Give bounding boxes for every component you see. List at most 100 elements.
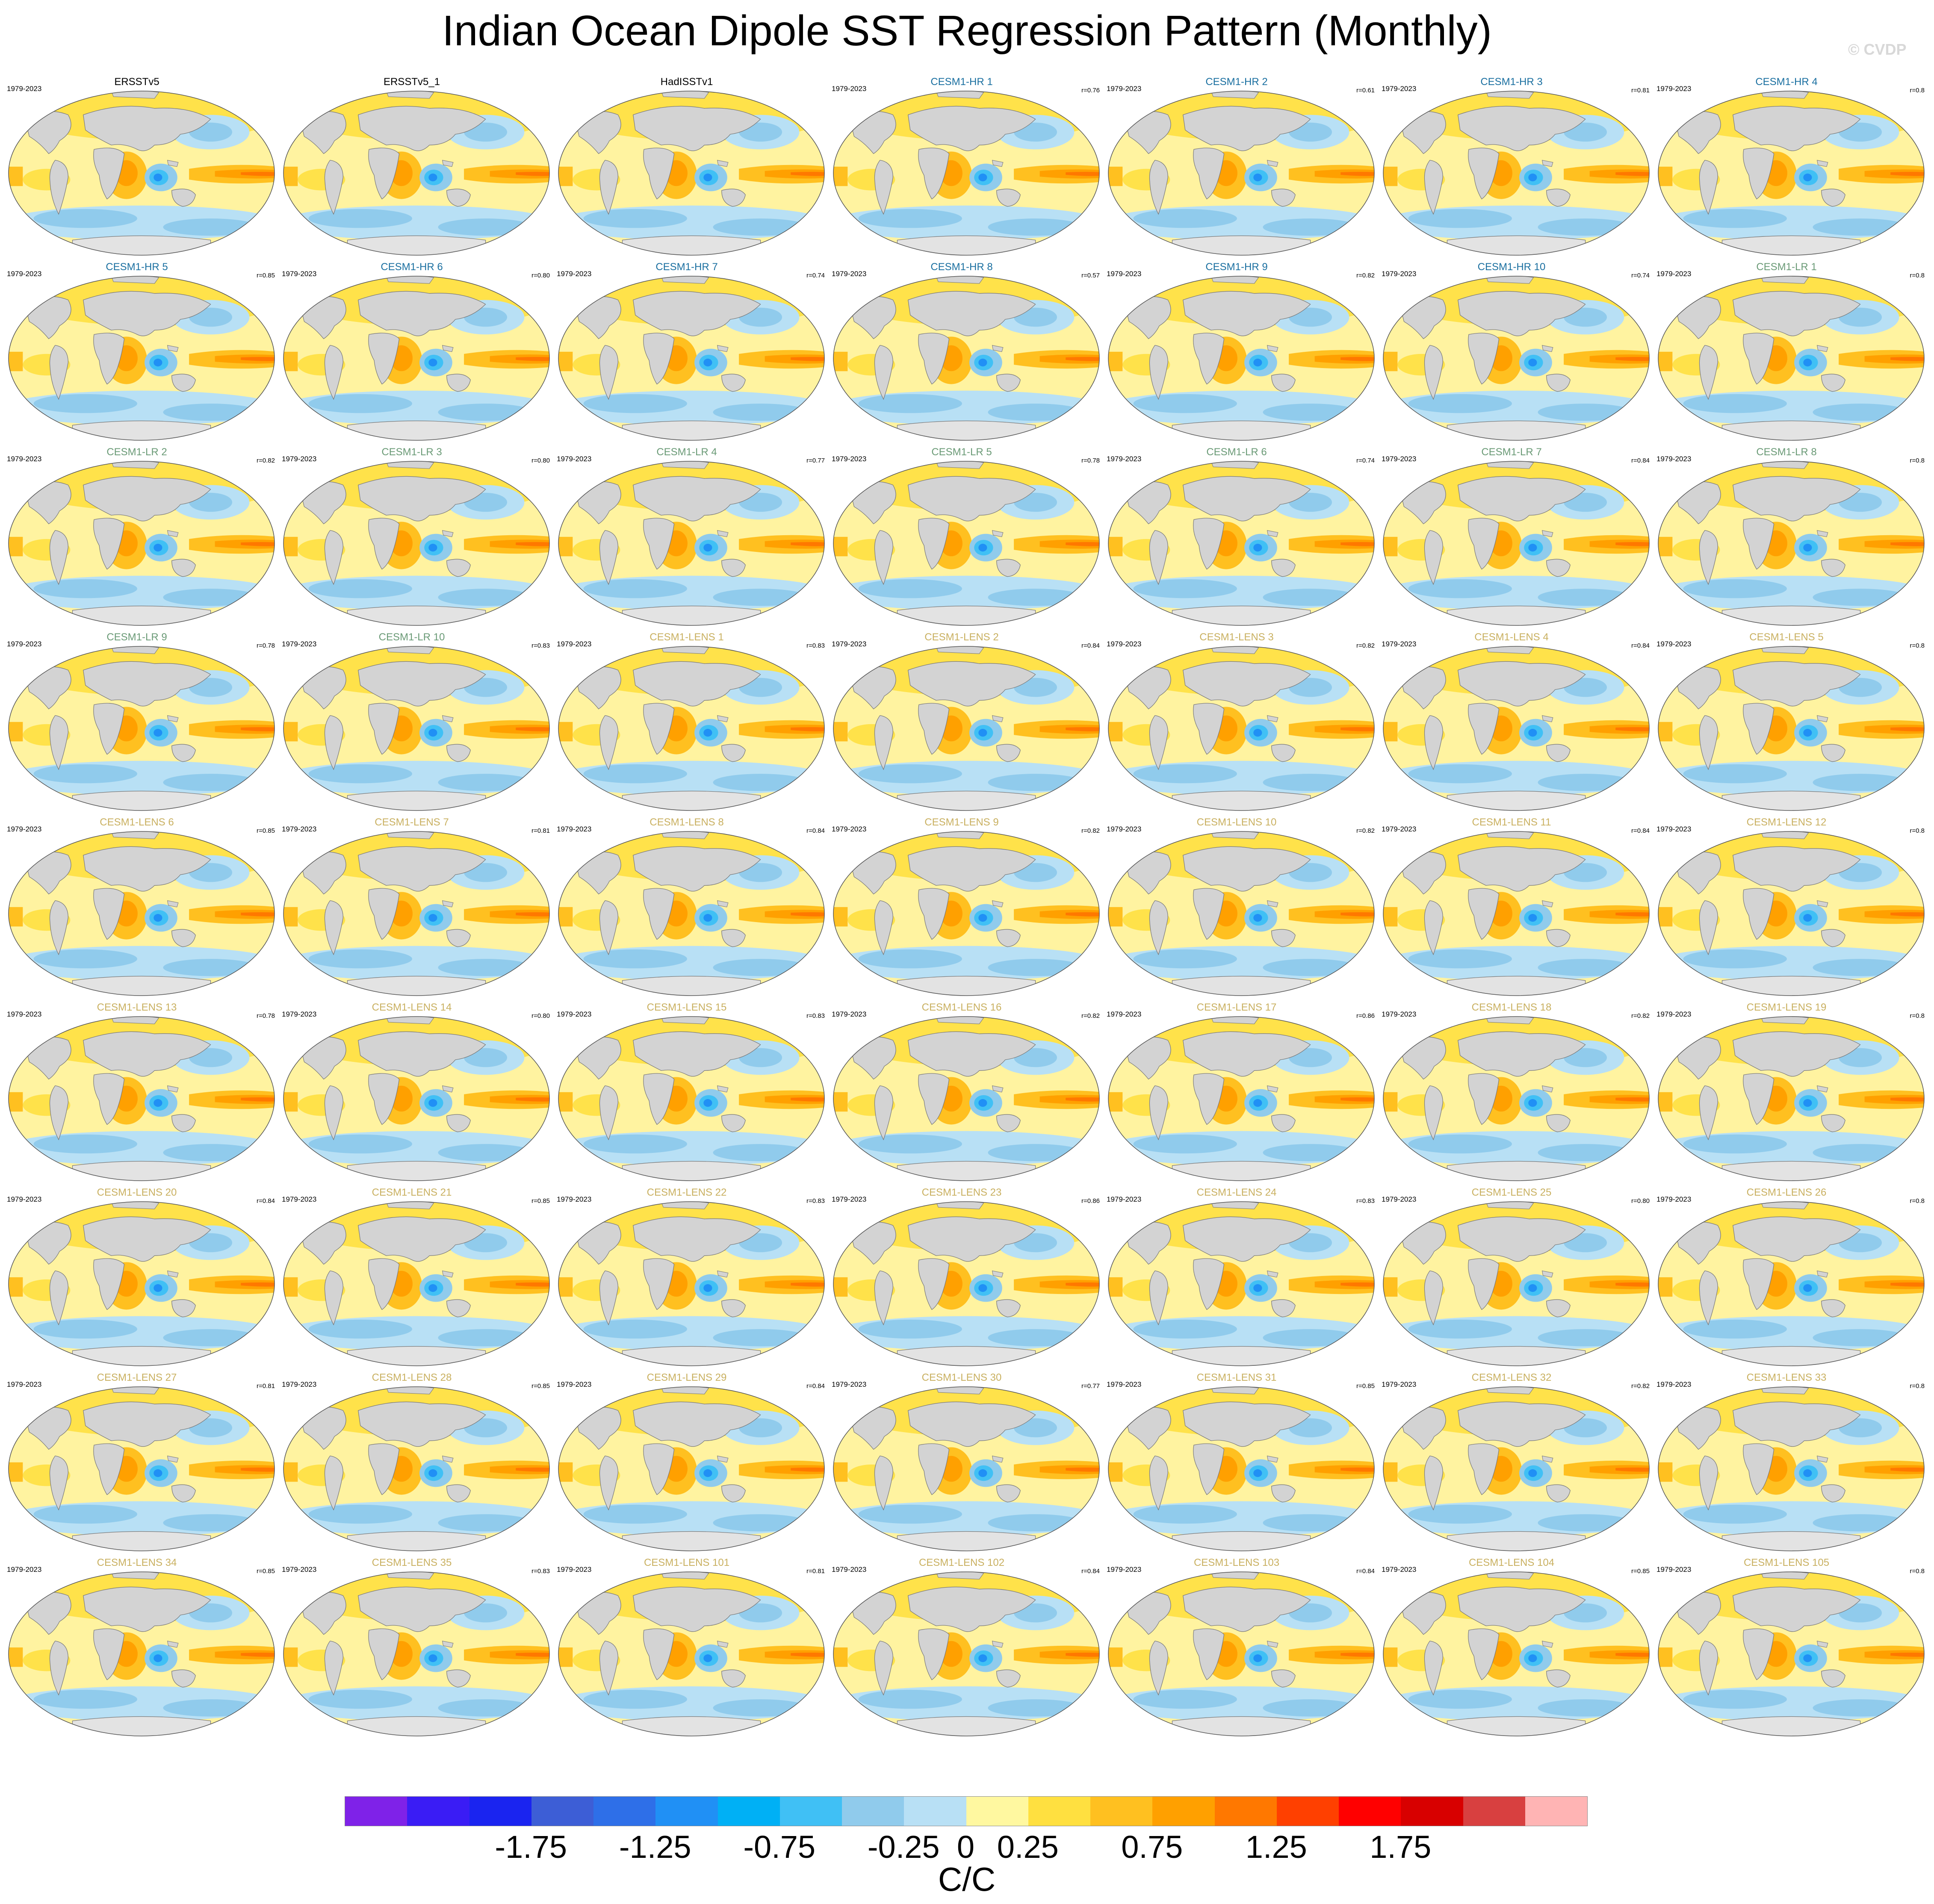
world-map: [558, 831, 825, 996]
panel-correlation: r=0.74: [1356, 457, 1375, 464]
colorbar-swatch: [593, 1797, 656, 1826]
panel-period: 1979-2023: [557, 270, 592, 278]
world-map: [283, 1016, 550, 1181]
world-map: [1108, 1571, 1375, 1736]
colorbar-swatch: [1214, 1797, 1277, 1826]
map-panel: CESM1-LR 1 1979-2023 r=0.8: [1650, 261, 1925, 446]
panel-title: CESM1-HR 3: [1480, 76, 1543, 88]
panel-correlation: r=0.84: [257, 1197, 275, 1205]
colorbar-swatch: [717, 1797, 780, 1826]
map-panel: CESM1-LENS 24 1979-2023 r=0.83: [1100, 1187, 1375, 1372]
panel-period: 1979-2023: [282, 1380, 317, 1388]
panel-title: CESM1-LR 3: [381, 446, 442, 458]
panel-period: 1979-2023: [1382, 270, 1417, 278]
world-map: [1383, 461, 1650, 626]
map-panel: CESM1-LR 8 1979-2023 r=0.8: [1650, 446, 1925, 631]
world-map: [833, 91, 1100, 256]
world-map: [558, 1016, 825, 1181]
panel-title: CESM1-HR 6: [381, 261, 443, 273]
world-map: [283, 646, 550, 811]
panel-title: CESM1-LENS 3: [1199, 631, 1274, 643]
map-panel: HadISSTv1: [550, 76, 825, 261]
panel-period: 1979-2023: [1107, 1010, 1142, 1018]
map-panel: CESM1-LENS 31 1979-2023 r=0.85: [1100, 1372, 1375, 1557]
panel-period: 1979-2023: [1382, 1380, 1417, 1388]
colorbar-swatch: [407, 1797, 469, 1826]
panel-correlation: r=0.82: [257, 457, 275, 464]
colorbar-units-label: C/C: [938, 1860, 996, 1898]
colorbar-tick-label: -0.75: [743, 1829, 816, 1865]
map-panel: CESM1-LENS 6 1979-2023 r=0.85: [0, 816, 275, 1002]
panel-correlation: r=0.83: [806, 1012, 825, 1020]
world-map: [558, 1201, 825, 1366]
world-map: [283, 1201, 550, 1366]
panel-period: 1979-2023: [1107, 640, 1142, 648]
map-panel: CESM1-LENS 103 1979-2023 r=0.84: [1100, 1557, 1375, 1742]
panel-correlation: r=0.83: [806, 642, 825, 649]
colorbar-swatch: [1525, 1797, 1587, 1826]
map-panel: CESM1-LENS 14 1979-2023 r=0.80: [275, 1002, 550, 1187]
panel-correlation: r=0.82: [1356, 642, 1375, 649]
panel-title: CESM1-LENS 18: [1471, 1002, 1552, 1013]
panel-title: CESM1-LENS 34: [97, 1557, 177, 1568]
map-panel: CESM1-LR 2 1979-2023 r=0.82: [0, 446, 275, 631]
panel-period: 1979-2023: [1107, 1195, 1142, 1203]
panel-title: CESM1-LENS 11: [1472, 816, 1551, 828]
colorbar-swatch: [1152, 1797, 1215, 1826]
colorbar-swatch: [1276, 1797, 1339, 1826]
panel-title: CESM1-LENS 12: [1746, 816, 1827, 828]
panel-period: 1979-2023: [1107, 1565, 1142, 1574]
panel-period: 1979-2023: [832, 825, 867, 833]
world-map: [1108, 831, 1375, 996]
panel-period: 1979-2023: [1107, 270, 1142, 278]
map-panel: CESM1-HR 10 1979-2023 r=0.74: [1375, 261, 1650, 446]
colorbar-swatch: [469, 1797, 531, 1826]
panel-title: CESM1-LENS 2: [924, 631, 999, 643]
map-panel: CESM1-LENS 27 1979-2023 r=0.81: [0, 1372, 275, 1557]
panel-correlation: r=0.83: [806, 1197, 825, 1205]
map-panel: CESM1-LENS 30 1979-2023 r=0.77: [825, 1372, 1100, 1557]
panel-correlation: r=0.80: [531, 457, 550, 464]
panel-period: 1979-2023: [832, 1380, 867, 1388]
panel-period: 1979-2023: [1656, 455, 1692, 463]
map-panel: CESM1-HR 2 1979-2023 r=0.61: [1100, 76, 1375, 261]
world-map: [1108, 461, 1375, 626]
panel-title: CESM1-LR 6: [1206, 446, 1267, 458]
panel-period: 1979-2023: [7, 1195, 42, 1203]
panel-correlation: r=0.78: [1081, 457, 1100, 464]
panel-correlation: r=0.83: [1356, 1197, 1375, 1205]
panel-correlation: r=0.85: [1631, 1568, 1650, 1575]
panel-period: 1979-2023: [7, 1380, 42, 1388]
world-map: [1108, 646, 1375, 811]
colorbar-swatch: [1339, 1797, 1401, 1826]
map-panel: CESM1-HR 1 1979-2023 r=0.76: [825, 76, 1100, 261]
map-panel: CESM1-LENS 19 1979-2023 r=0.8: [1650, 1002, 1925, 1187]
world-map: [1658, 646, 1925, 811]
panel-period: 1979-2023: [282, 1010, 317, 1018]
map-panel: CESM1-LENS 35 1979-2023 r=0.83: [275, 1557, 550, 1742]
world-map: [558, 91, 825, 256]
panel-correlation: r=0.8: [1910, 1197, 1925, 1205]
panel-period: 1979-2023: [1382, 1565, 1417, 1574]
panel-title: CESM1-LENS 21: [372, 1187, 452, 1198]
panel-period: 1979-2023: [1107, 85, 1142, 93]
map-panel: CESM1-LENS 101 1979-2023 r=0.81: [550, 1557, 825, 1742]
colorbar-tick-label: 0.75: [1121, 1829, 1183, 1865]
panel-title: CESM1-LENS 102: [918, 1557, 1005, 1568]
panel-title: CESM1-LR 10: [378, 631, 445, 643]
colorbar-tick-label: -1.75: [495, 1829, 567, 1865]
panel-period: 1979-2023: [7, 640, 42, 648]
map-panel: CESM1-LENS 8 1979-2023 r=0.84: [550, 816, 825, 1002]
panel-period: 1979-2023: [557, 455, 592, 463]
panel-correlation: r=0.8: [1910, 1568, 1925, 1575]
world-map: [283, 91, 550, 256]
panel-title: CESM1-LENS 23: [921, 1187, 1002, 1198]
panel-correlation: r=0.82: [1081, 827, 1100, 834]
map-panel: CESM1-LENS 7 1979-2023 r=0.81: [275, 816, 550, 1002]
colorbar-tick-label: -1.25: [619, 1829, 691, 1865]
colorbar-tick-label: 0.25: [997, 1829, 1059, 1865]
panel-title: CESM1-LENS 29: [647, 1372, 727, 1383]
panel-period: 1979-2023: [1382, 825, 1417, 833]
panel-title: CESM1-LENS 24: [1196, 1187, 1277, 1198]
panel-correlation: r=0.77: [1081, 1382, 1100, 1390]
